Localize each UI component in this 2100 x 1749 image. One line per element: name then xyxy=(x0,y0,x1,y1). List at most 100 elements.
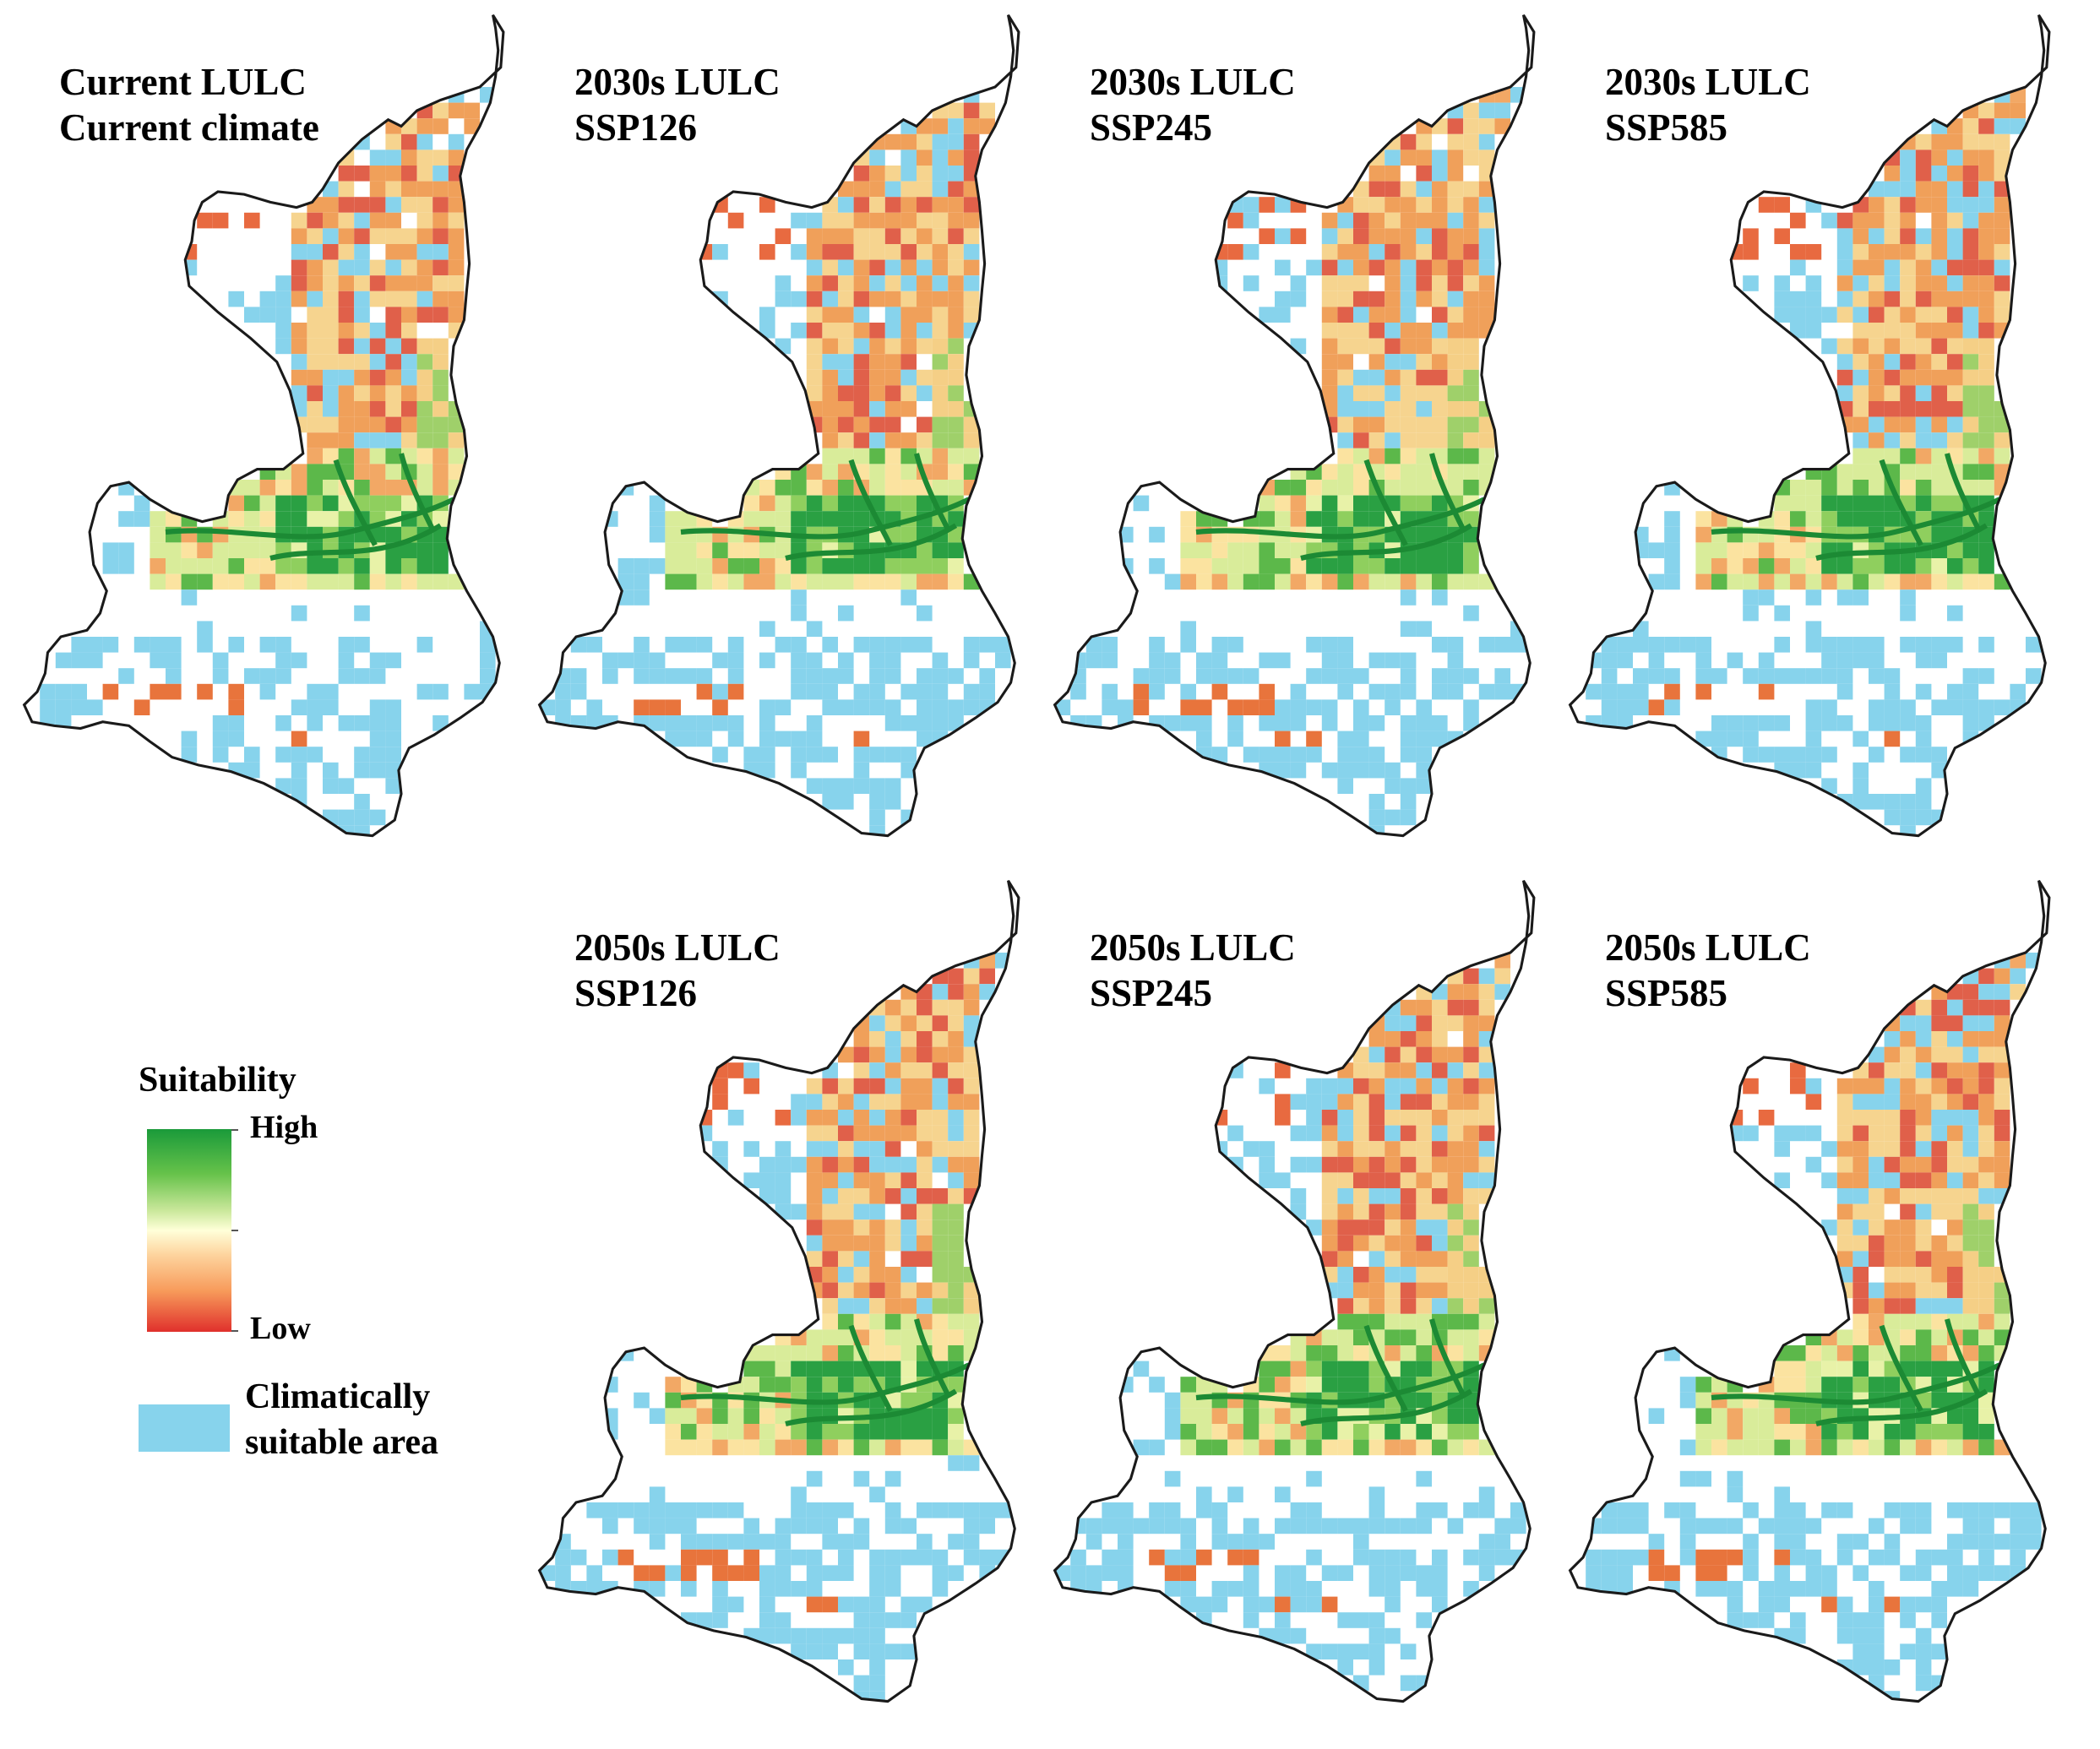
map-cell xyxy=(963,133,980,150)
map-cell xyxy=(1679,1470,1696,1487)
map-cell xyxy=(853,149,870,166)
map-cell xyxy=(1617,1549,1633,1566)
map-cell xyxy=(1432,1361,1448,1377)
map-cell xyxy=(1884,699,1901,715)
map-cell xyxy=(1353,275,1369,291)
map-cell xyxy=(932,1156,949,1173)
map-cell xyxy=(433,448,449,464)
map-cell xyxy=(759,323,775,339)
map-cell xyxy=(900,197,917,213)
map-cell xyxy=(354,416,370,433)
map-cell xyxy=(1758,589,1775,606)
map-cell xyxy=(948,1298,964,1314)
map-cell xyxy=(869,275,885,291)
map-cell xyxy=(1243,1439,1259,1456)
map-cell xyxy=(932,197,949,213)
map-cell xyxy=(1790,558,1806,574)
map-cell xyxy=(1400,448,1417,464)
map-cell xyxy=(480,652,496,669)
map-cell xyxy=(275,307,291,323)
map-cell xyxy=(1227,1424,1243,1440)
map-cell xyxy=(55,715,72,731)
panel-title: 2050s LULC SSP126 xyxy=(574,925,781,1016)
map-cell xyxy=(1805,715,1822,731)
map-cell xyxy=(1337,1110,1353,1126)
map-cell xyxy=(1416,1392,1432,1409)
map-cell xyxy=(806,385,823,401)
map-cell xyxy=(727,1565,744,1581)
map-cell xyxy=(1368,1031,1385,1047)
map-cell xyxy=(1432,149,1448,166)
map-cell xyxy=(1070,1549,1086,1566)
map-cell xyxy=(1494,1518,1510,1534)
map-cell xyxy=(1478,1046,1495,1063)
map-cell xyxy=(884,558,901,574)
map-cell xyxy=(1931,1549,1947,1566)
map-cell xyxy=(1884,668,1901,684)
map-cell xyxy=(1400,1015,1417,1031)
map-cell xyxy=(1385,1627,1401,1644)
map-scaler xyxy=(22,14,505,838)
map-cell xyxy=(1385,1439,1401,1456)
map-cell xyxy=(1869,1361,1885,1377)
map-cell xyxy=(1994,102,2010,119)
map-cell xyxy=(1275,699,1291,715)
map-cell xyxy=(853,1046,870,1063)
map-cell xyxy=(385,401,401,417)
map-cell xyxy=(1337,1313,1353,1330)
map-cell xyxy=(570,637,587,653)
map-cell xyxy=(1884,181,1901,198)
map-cell xyxy=(1353,1329,1369,1345)
map-cell xyxy=(244,573,260,590)
map-cell xyxy=(1337,1345,1353,1361)
map-cell xyxy=(838,1502,854,1518)
map-cell xyxy=(369,212,386,229)
map-cell xyxy=(649,1518,666,1534)
map-cell xyxy=(853,1534,870,1550)
map-cell xyxy=(1900,464,1916,480)
map-cell xyxy=(1337,558,1353,574)
map-cell xyxy=(1805,621,1822,637)
map-cell xyxy=(1368,385,1385,401)
map-cell xyxy=(1915,464,1932,480)
map-cell xyxy=(1180,542,1196,558)
map-cell xyxy=(1337,1612,1353,1628)
map-cell xyxy=(1478,683,1495,700)
map-cell xyxy=(948,369,964,386)
map-cell xyxy=(853,197,870,213)
map-cell xyxy=(1884,448,1901,464)
map-cell xyxy=(1743,1408,1759,1424)
map-cell xyxy=(416,149,433,166)
map-cell xyxy=(963,637,980,653)
map-cell xyxy=(228,511,244,527)
map-cell xyxy=(1805,511,1822,527)
map-cell xyxy=(649,511,666,527)
map-cell xyxy=(838,495,854,512)
map-cell xyxy=(681,1549,697,1566)
map-cell xyxy=(634,668,650,684)
river-corridor xyxy=(785,1388,958,1427)
map-cell xyxy=(775,511,792,527)
map-cell xyxy=(401,495,417,512)
map-cell xyxy=(338,416,355,433)
map-cell xyxy=(1353,1062,1369,1078)
legend: Suitability High Low Climatically suitab… xyxy=(127,1060,498,1465)
map-cell xyxy=(291,464,307,480)
map-cell xyxy=(900,1612,917,1628)
map-cell xyxy=(1180,573,1196,590)
map-cell xyxy=(1432,181,1448,198)
map-cell xyxy=(1432,573,1448,590)
map-cell xyxy=(323,244,339,260)
map-cell xyxy=(1915,1659,1932,1676)
map-cell xyxy=(1259,1156,1275,1173)
map-cell xyxy=(1743,1534,1759,1550)
map-cell xyxy=(1368,307,1385,323)
map-cell xyxy=(712,1502,728,1518)
map-cell xyxy=(853,259,870,276)
map-cell xyxy=(1353,307,1369,323)
map-cell xyxy=(1321,1518,1338,1534)
map-cell xyxy=(884,1581,901,1597)
map-cell xyxy=(806,1156,823,1173)
map-cell xyxy=(900,1015,917,1031)
map-cell xyxy=(948,133,964,150)
